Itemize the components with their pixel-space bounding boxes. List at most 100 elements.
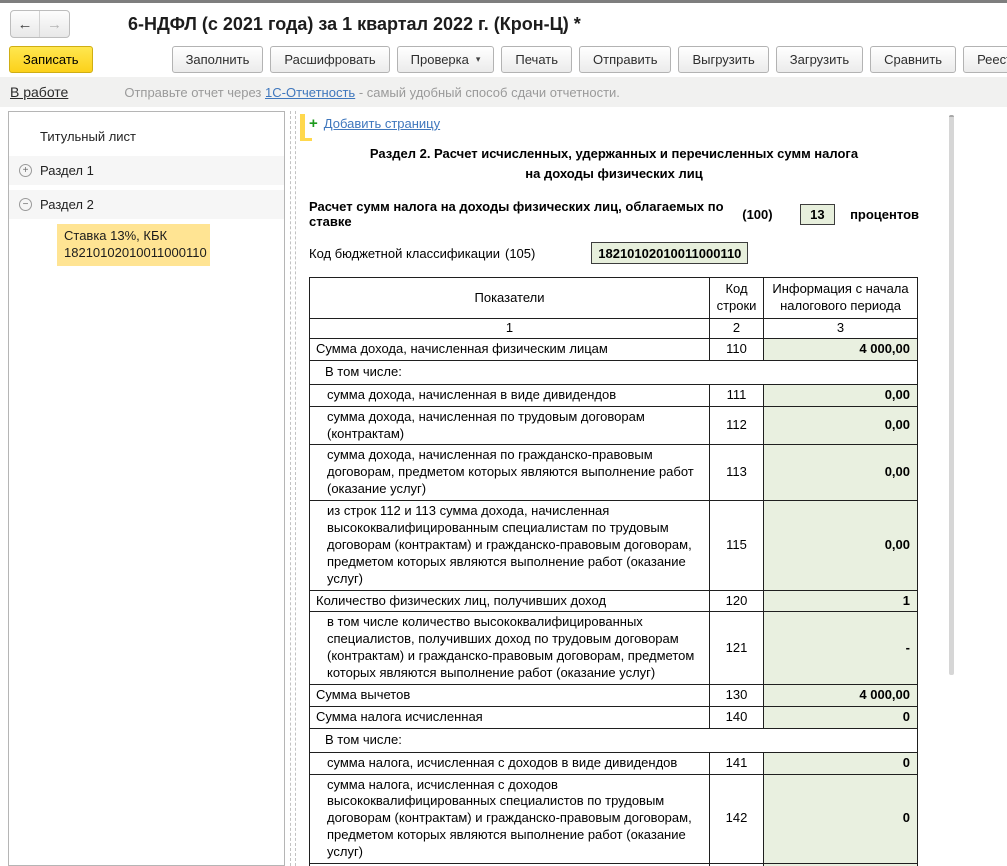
- row-value-field[interactable]: 0: [764, 706, 918, 728]
- table-row: сумма налога, исчисленная с доходов в ви…: [310, 752, 918, 774]
- table-row: сумма дохода, начисленная по трудовым до…: [310, 406, 918, 445]
- header: ← → 6-НДФЛ (с 2021 года) за 1 квартал 20…: [0, 3, 1007, 43]
- row-code: 130: [710, 684, 764, 706]
- vertical-scrollbar[interactable]: [949, 115, 954, 675]
- table-row: сумма дохода, начисленная в виде дивиден…: [310, 384, 918, 406]
- kbk-field[interactable]: 18210102010011000110: [591, 242, 748, 264]
- kbk-code: (105): [505, 246, 535, 261]
- row-value-field[interactable]: 4 000,00: [764, 338, 918, 360]
- report-state-link[interactable]: В работе: [10, 84, 68, 100]
- row-code: 142: [710, 774, 764, 863]
- table-row: сумма дохода, начисленная по гражданско-…: [310, 445, 918, 501]
- 1c-reporting-link[interactable]: 1С-Отчетность: [265, 85, 355, 100]
- table-row: из строк 112 и 113 сумма дохода, начисле…: [310, 501, 918, 590]
- sidebar-item[interactable]: −Раздел 2: [9, 190, 284, 219]
- status-strip: В работе Отправьте отчет через 1С-Отчетн…: [0, 77, 1007, 107]
- toolbar-button[interactable]: Заполнить: [172, 46, 264, 73]
- back-icon: ←: [18, 16, 33, 33]
- row-value-field[interactable]: 0: [764, 752, 918, 774]
- toolbar-button[interactable]: Загрузить: [776, 46, 863, 73]
- table-row: Сумма вычетов1304 000,00: [310, 684, 918, 706]
- section-tree: Титульный лист + Раздел 1 −Раздел 2 Ставка 1…: [8, 111, 285, 866]
- toolbar-button[interactable]: Печать: [501, 46, 572, 73]
- row-label: сумма дохода, начисленная в виде дивиден…: [310, 384, 710, 406]
- history-nav: ← →: [10, 10, 70, 38]
- add-page-button[interactable]: + Добавить страницу: [309, 115, 440, 132]
- sidebar-item-label: Титульный лист: [40, 129, 136, 144]
- table-row: сумма налога, исчисленная с доходов высо…: [310, 774, 918, 863]
- page-title: 6-НДФЛ (с 2021 года) за 1 квартал 2022 г…: [128, 14, 581, 35]
- toolbar-button-label: Загрузить: [790, 52, 849, 67]
- row-label: Сумма вычетов: [310, 684, 710, 706]
- collapse-icon[interactable]: −: [19, 198, 32, 211]
- section-title: Раздел 2. Расчет исчисленных, удержанных…: [309, 144, 919, 184]
- status-message: Отправьте отчет через 1С-Отчетность - са…: [124, 85, 620, 100]
- toolbar-button[interactable]: Отправить: [579, 46, 671, 73]
- sidebar-item-label: Раздел 2: [40, 197, 94, 212]
- tax-rate-label: Расчет сумм налога на доходы физических …: [309, 199, 737, 229]
- panel-splitter[interactable]: [290, 111, 296, 866]
- table-row: В том числе:: [310, 360, 918, 384]
- tax-rate-row: Расчет сумм налога на доходы физических …: [309, 199, 919, 229]
- row-label: Сумма дохода, начисленная физическим лиц…: [310, 338, 710, 360]
- expand-icon[interactable]: +: [19, 164, 32, 177]
- kbk-label: Код бюджетной классификации: [309, 246, 500, 261]
- form-area: + Добавить страницу Раздел 2. Расчет исч…: [300, 111, 1007, 866]
- toolbar-button-label: Проверка: [411, 52, 469, 67]
- sidebar-item-label: Раздел 1: [40, 163, 94, 178]
- tax-rate-field[interactable]: 13: [800, 204, 835, 225]
- toolbar-button-label: Расшифровать: [284, 52, 375, 67]
- row-label: в том числе количество высококвалифициро…: [310, 612, 710, 685]
- row-value-field[interactable]: 1: [764, 590, 918, 612]
- row-value-field[interactable]: 4 000,00: [764, 684, 918, 706]
- row-code: 110: [710, 338, 764, 360]
- row-label: Сумма налога исчисленная: [310, 706, 710, 728]
- forward-button[interactable]: →: [40, 11, 69, 37]
- toolbar-button-label: Реестр: [977, 52, 1007, 67]
- toolbar-button-label: Выгрузить: [692, 52, 754, 67]
- row-code: 113: [710, 445, 764, 501]
- row-value-field[interactable]: -: [764, 612, 918, 685]
- row-label: сумма налога, исчисленная с доходов высо…: [310, 774, 710, 863]
- table-row: В том числе:: [310, 728, 918, 752]
- toolbar-button[interactable]: Выгрузить: [678, 46, 768, 73]
- main-area: Титульный лист + Раздел 1 −Раздел 2 Ставка 1…: [8, 111, 1007, 866]
- row-code: 121: [710, 612, 764, 685]
- toolbar-button-label: Печать: [515, 52, 558, 67]
- row-code: 140: [710, 706, 764, 728]
- row-value-field[interactable]: 0: [764, 774, 918, 863]
- toolbar-button-label: Записать: [23, 52, 79, 67]
- percent-label: процентов: [850, 207, 919, 222]
- active-page-marker: [300, 114, 312, 141]
- sidebar-item[interactable]: Титульный лист: [9, 122, 284, 151]
- back-button[interactable]: ←: [11, 11, 40, 37]
- header-line-code: Код строки: [710, 278, 764, 319]
- toolbar-button[interactable]: Записать: [9, 46, 93, 73]
- row-code: 115: [710, 501, 764, 590]
- row-value-field[interactable]: 0,00: [764, 501, 918, 590]
- table-row: Сумма налога исчисленная1400: [310, 706, 918, 728]
- toolbar-button[interactable]: Реестр: [963, 46, 1007, 73]
- row-label: из строк 112 и 113 сумма дохода, начисле…: [310, 501, 710, 590]
- row-code: 111: [710, 384, 764, 406]
- sidebar-item-selected-page[interactable]: Ставка 13%, КБК 18210102010011000110: [57, 224, 210, 266]
- row-code: 141: [710, 752, 764, 774]
- row-value-field[interactable]: 0,00: [764, 445, 918, 501]
- sidebar-item[interactable]: + Раздел 1: [9, 156, 284, 185]
- row-value-field[interactable]: 0,00: [764, 384, 918, 406]
- column-number-row: 1 2 3: [310, 319, 918, 339]
- row-label: сумма налога, исчисленная с доходов в ви…: [310, 752, 710, 774]
- toolbar-button[interactable]: Проверка ▾: [397, 46, 495, 73]
- toolbar-button-label: Заполнить: [186, 52, 250, 67]
- toolbar-button[interactable]: Расшифровать: [270, 46, 389, 73]
- row-group-label: В том числе:: [310, 360, 918, 384]
- table-row: Сумма дохода, начисленная физическим лиц…: [310, 338, 918, 360]
- toolbar-button[interactable]: Сравнить: [870, 46, 956, 73]
- forward-icon: →: [47, 16, 62, 33]
- dropdown-arrow-icon: ▾: [476, 54, 481, 65]
- tax-rate-code: (100): [742, 207, 772, 222]
- row-value-field[interactable]: 0,00: [764, 406, 918, 445]
- row-label: сумма дохода, начисленная по трудовым до…: [310, 406, 710, 445]
- row-label: сумма дохода, начисленная по гражданско-…: [310, 445, 710, 501]
- section2-table: Показатели Код строки Информация с начал…: [309, 277, 918, 866]
